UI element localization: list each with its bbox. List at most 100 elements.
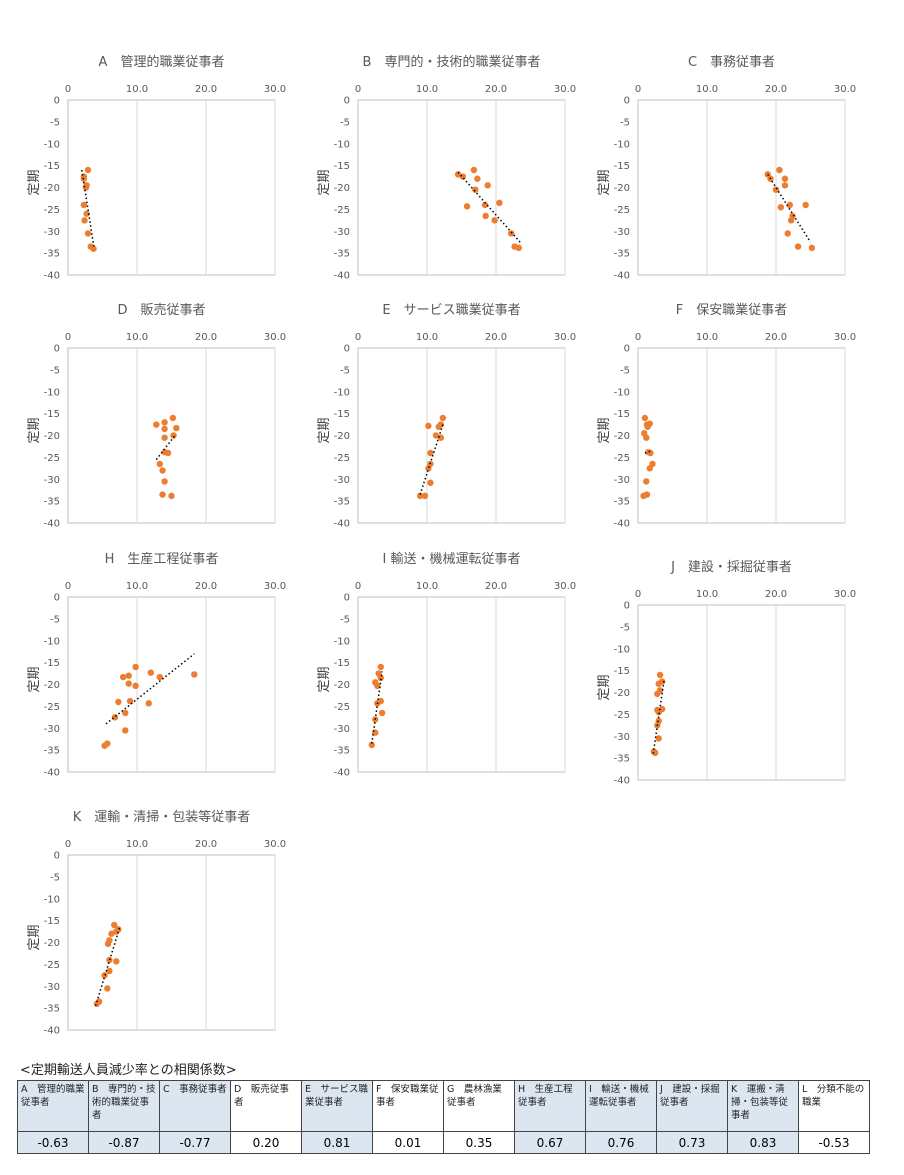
x-tick-label: 30.0 [554,84,576,95]
data-point [169,414,177,422]
plot-area [67,596,276,773]
y-tick-label: -35 [44,249,60,260]
data-point [808,244,816,252]
chart-title: K 運輸・清掃・包装等従事者 [73,809,251,825]
data-point [120,673,127,681]
data-point [101,742,108,749]
y-tick-label: 0 [624,96,630,107]
y-axis-label: 定期 [27,417,42,443]
y-axis-label: 定期 [27,924,42,950]
data-point [647,449,654,457]
x-tick-label: 30.0 [264,332,286,343]
x-tick-label: 20.0 [485,84,507,95]
y-tick-label: -40 [44,519,60,530]
x-tick-label: 10.0 [416,581,438,592]
data-point [463,203,471,210]
y-tick-label: -40 [44,1026,60,1037]
table-header-cell: C 事務従事者 [159,1080,231,1132]
chart-title: J 建設・採掘従事者 [670,559,792,575]
correlation-header-row: A 管理的職業従事者 B 専門的・技術的職業従事者 C 事務従事者 D 販売従事者 E … [17,1080,870,1132]
data-point [164,449,172,457]
x-tick-label: 30.0 [554,581,576,592]
y-tick-label: -35 [334,249,350,260]
x-tick-label: 20.0 [765,84,787,95]
y-tick-label: -30 [44,227,60,238]
data-point [781,182,789,189]
y-tick-label: -20 [614,431,630,442]
table-header-cell: B 専門的・技術的職業従事者 [88,1080,160,1132]
table-value-cell: 0.81 [301,1131,373,1154]
y-tick-label: -15 [44,658,60,669]
x-tick-label: 30.0 [264,581,286,592]
x-tick-label: 0 [65,581,71,592]
y-tick-label: -5 [340,365,350,376]
data-point [84,166,92,174]
trend-line [81,169,95,249]
data-point [439,414,447,422]
y-tick-label: -15 [44,161,60,172]
x-tick-label: 0 [635,84,641,95]
data-point [643,478,650,485]
x-tick-label: 30.0 [834,589,856,600]
y-tick-label: -5 [620,622,630,633]
chart-title: F 保安職業従事者 [676,302,787,318]
data-point [655,735,662,742]
x-tick-label: 10.0 [126,84,148,95]
y-axis-label: 定期 [597,169,612,195]
y-tick-label: 0 [54,593,60,604]
table-header-cell: A 管理的職業従事者 [17,1080,89,1132]
table-value-cell: 0.83 [727,1131,799,1154]
y-tick-label: -35 [334,746,350,757]
x-tick-label: 10.0 [416,332,438,343]
chart-title: E サービス職業従事者 [382,302,520,318]
chart-title: D 販売従事者 [117,302,205,318]
table-value-cell: 0.35 [443,1131,515,1154]
x-tick-label: 0 [355,332,361,343]
data-point [161,434,168,441]
x-tick-label: 10.0 [126,839,148,850]
y-tick-label: 0 [624,601,630,612]
y-tick-label: -20 [44,938,60,949]
y-tick-label: -20 [614,688,630,699]
data-point [104,985,111,992]
x-tick-label: 10.0 [696,589,718,600]
y-tick-label: 0 [54,344,60,355]
y-tick-label: -20 [44,183,60,194]
y-tick-label: -5 [50,365,60,376]
x-tick-label: 10.0 [416,84,438,95]
data-point [106,967,113,975]
data-point [656,671,664,679]
data-point [784,230,791,237]
y-tick-label: -40 [334,768,350,779]
trend-line [94,926,121,1007]
x-tick-label: 10.0 [126,581,148,592]
y-tick-label: -10 [334,387,350,398]
data-point [644,423,651,430]
x-tick-label: 0 [635,332,641,343]
table-caption: <定期輸送人員減少率との相関係数> [20,1063,237,1078]
y-tick-label: -5 [50,117,60,128]
y-tick-label: -15 [44,916,60,927]
data-point [776,166,783,174]
y-tick-label: -40 [44,768,60,779]
table-value-cell: 0.76 [585,1131,657,1154]
data-point [786,201,793,209]
data-point [156,460,163,468]
table-header-cell: J 建設・採掘従事者 [656,1080,728,1132]
correlation-value-row: -0.63 -0.87 -0.77 0.20 0.81 0.01 0.35 0.67 0.76 0… [17,1131,870,1154]
data-point [147,669,154,676]
data-point [168,492,175,500]
y-axis-label: 定期 [27,666,42,692]
data-point [132,663,139,671]
data-point [368,741,375,749]
data-point [641,414,649,422]
data-point [90,245,97,252]
data-point [191,671,198,678]
y-tick-label: -5 [620,365,630,376]
y-tick-label: -15 [614,409,630,420]
table-header-cell: F 保安職業従事者 [372,1080,444,1132]
y-tick-label: -25 [44,205,60,216]
y-tick-label: -35 [44,746,60,757]
table-value-cell: -0.63 [17,1131,89,1154]
data-point [481,201,489,209]
